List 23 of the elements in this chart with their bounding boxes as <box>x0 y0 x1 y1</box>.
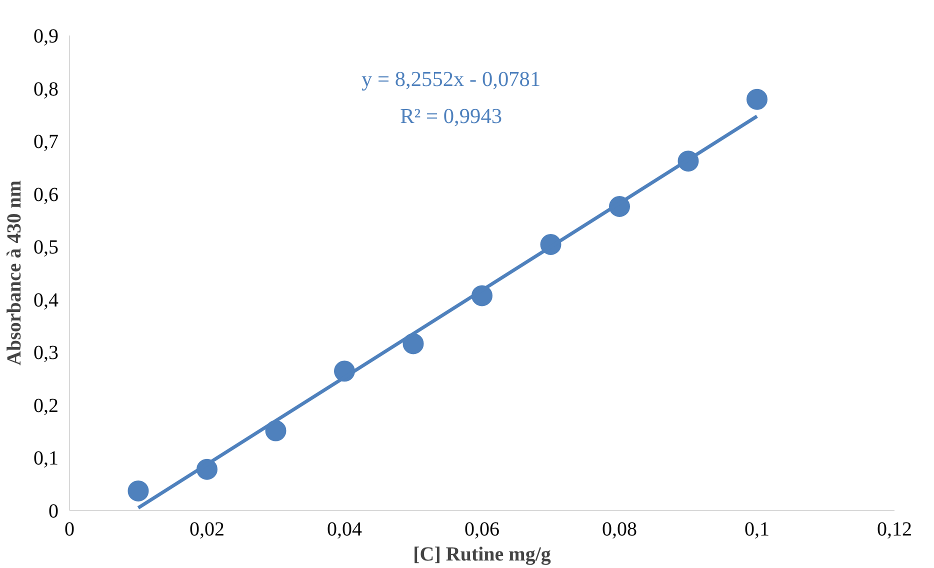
y-axis-title: Absorbance à 430 nm <box>4 180 26 366</box>
x-tick-label: 0,04 <box>327 518 362 540</box>
y-tick-label: 0,6 <box>34 184 58 206</box>
x-tick-label: 0 <box>64 518 74 540</box>
y-tick-label: 0,2 <box>34 394 58 417</box>
x-tick-label: 0,06 <box>464 518 500 540</box>
x-axis-title: [C] Rutine mg/g <box>413 544 551 566</box>
y-tick-label: 0,5 <box>34 236 58 259</box>
x-tick-label: 0,12 <box>877 518 912 540</box>
y-tick-label: 0 <box>48 500 58 522</box>
y-tick-label: 0,4 <box>34 289 58 312</box>
x-tick-label: 0,02 <box>190 518 224 540</box>
y-tick-label: 0,3 <box>34 342 58 364</box>
y-tick-label: 0,1 <box>34 448 58 470</box>
annotation: R² = 0,9943 <box>400 104 502 128</box>
x-tick-label: 0,1 <box>744 518 770 540</box>
y-tick-label: 0,7 <box>34 131 58 154</box>
annotation: y = 8,2552x - 0,0781 <box>362 66 541 91</box>
point <box>746 88 768 110</box>
point <box>128 480 149 502</box>
y-tick-label: 0,9 <box>34 26 58 48</box>
y-tick-label: 0,8 <box>34 78 58 100</box>
x-tick-label: 0,08 <box>602 518 637 540</box>
